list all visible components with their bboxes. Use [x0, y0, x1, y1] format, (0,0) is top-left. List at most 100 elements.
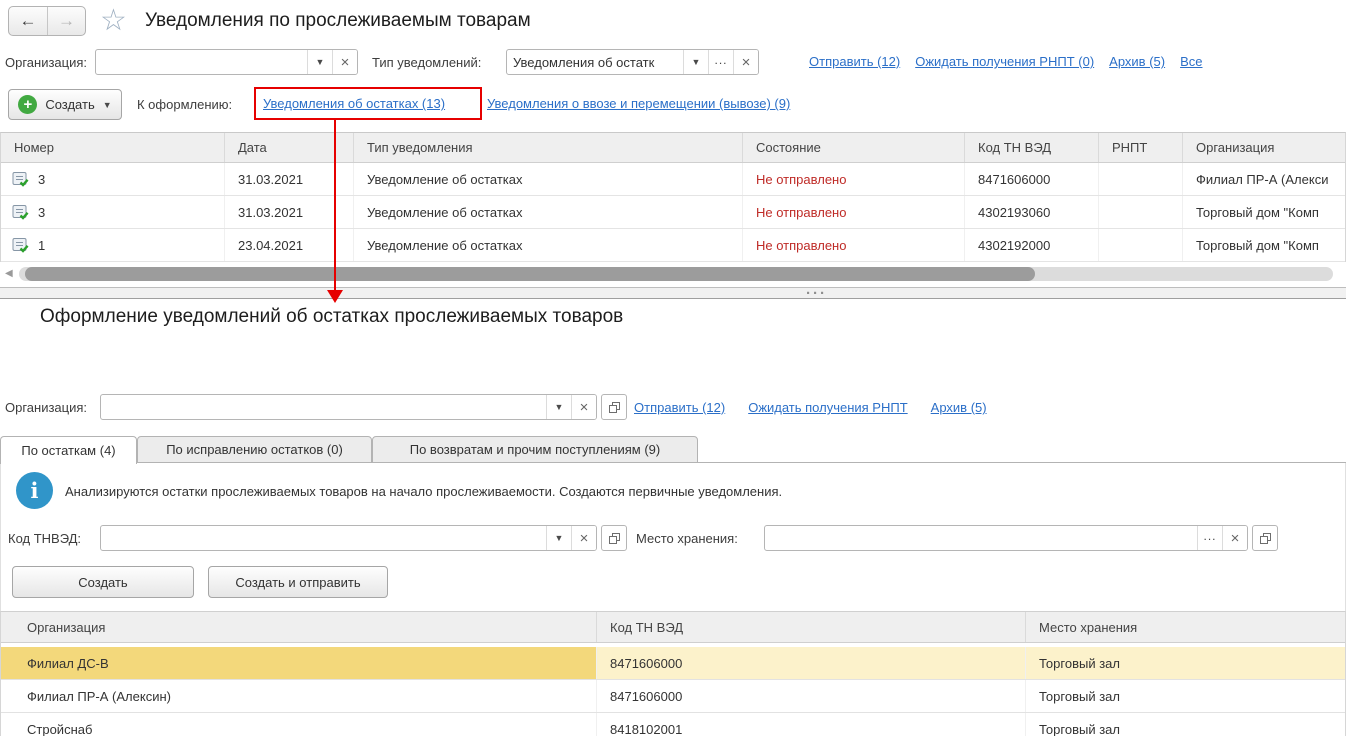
- annotation-arrow-line: [334, 120, 336, 290]
- clear-icon[interactable]: ×: [571, 395, 596, 419]
- table-row-selected[interactable]: Филиал ДС-В 8471606000 Торговый зал: [1, 647, 1345, 680]
- clear-icon[interactable]: ×: [571, 526, 596, 550]
- open-icon: [608, 532, 620, 544]
- cell-date: 31.03.2021: [225, 163, 354, 195]
- clear-icon[interactable]: ×: [1222, 526, 1247, 550]
- cell-type: Уведомление об остатках: [354, 229, 743, 261]
- favorite-star-icon[interactable]: ☆: [100, 4, 127, 37]
- link-send-2[interactable]: Отправить (12): [634, 400, 726, 415]
- open-button[interactable]: [601, 525, 627, 551]
- page-title-2: Оформление уведомлений об остатках просл…: [40, 306, 624, 327]
- table-row[interactable]: 1 23.04.2021 Уведомление об остатках Не …: [1, 229, 1345, 262]
- notifications-table: Номер Дата Тип уведомления Состояние Код…: [0, 132, 1346, 262]
- open-icon: [608, 401, 620, 413]
- tab-returns[interactable]: По возвратам и прочим поступлениям (9): [372, 436, 698, 463]
- org-filter-combobox[interactable]: ▼ ×: [95, 49, 358, 75]
- cell-rnpt: [1099, 196, 1183, 228]
- link-balance-notifications[interactable]: Уведомления об остатках (13): [263, 96, 446, 111]
- column-header-state[interactable]: Состояние: [743, 133, 965, 162]
- forward-button[interactable]: →: [47, 7, 85, 35]
- column-header-code[interactable]: Код ТН ВЭД: [965, 133, 1099, 162]
- cell-code: 8471606000: [597, 680, 1026, 712]
- org-value-2: [101, 395, 546, 419]
- button-label: Создать: [78, 574, 128, 590]
- column-header-rnpt[interactable]: РНПТ: [1099, 133, 1183, 162]
- link-import-notifications[interactable]: Уведомления о ввозе и перемещении (вывоз…: [487, 96, 791, 111]
- cell-org: Филиал ДС-В: [1, 647, 597, 679]
- tab-label: По остаткам (4): [21, 443, 116, 458]
- open-button[interactable]: [1252, 525, 1278, 551]
- tab-label: По исправлению остатков (0): [166, 442, 343, 457]
- column-header-date[interactable]: Дата: [225, 133, 354, 162]
- row-number: 3: [38, 171, 46, 187]
- page-title: Уведомления по прослеживаемым товарам: [145, 10, 531, 31]
- dropdown-arrow-icon[interactable]: ▼: [307, 50, 332, 74]
- tab-balances[interactable]: По остаткам (4): [0, 436, 137, 464]
- storage-field[interactable]: ... ×: [764, 525, 1248, 551]
- tnved-value: [101, 526, 546, 550]
- ellipsis-button[interactable]: ...: [1197, 526, 1222, 550]
- open-icon: [1259, 532, 1271, 544]
- org-label-2: Организация:: [5, 400, 88, 415]
- tnved-combobox[interactable]: ▼ ×: [100, 525, 597, 551]
- dropdown-arrow-icon[interactable]: ▼: [546, 526, 571, 550]
- open-button[interactable]: [601, 394, 627, 420]
- cell-rnpt: [1099, 163, 1183, 195]
- dropdown-arrow-icon[interactable]: ▼: [683, 50, 708, 74]
- dropdown-arrow-icon[interactable]: ▼: [546, 395, 571, 419]
- caret-down-icon: ▼: [102, 99, 112, 110]
- scroll-left-icon[interactable]: ◀: [5, 268, 13, 279]
- create-and-send-button[interactable]: Создать и отправить: [208, 566, 388, 598]
- window-splitter[interactable]: ···: [0, 285, 1346, 302]
- create-button[interactable]: + Создать ▼: [8, 89, 122, 120]
- button-label: Создать и отправить: [235, 574, 361, 590]
- scrollbar-thumb[interactable]: [25, 267, 1035, 281]
- link-send[interactable]: Отправить (12): [809, 54, 901, 69]
- clear-icon[interactable]: ×: [733, 50, 758, 74]
- cell-state: Не отправлено: [743, 196, 965, 228]
- cell-org: Торговый дом "Комп: [1196, 204, 1319, 220]
- table-header-row: Номер Дата Тип уведомления Состояние Код…: [1, 133, 1345, 163]
- arrow-right-icon: →: [58, 11, 75, 30]
- back-button[interactable]: ←: [9, 7, 47, 35]
- column-header-place[interactable]: Место хранения: [1039, 619, 1138, 635]
- cell-type: Уведомление об остатках: [354, 163, 743, 195]
- link-all[interactable]: Все: [1180, 54, 1203, 69]
- cell-code: 4302193060: [965, 196, 1099, 228]
- filter-links: Отправить (12) Ожидать получения РНПТ (0…: [809, 54, 1203, 69]
- column-header-code[interactable]: Код ТН ВЭД: [597, 612, 1026, 642]
- document-check-icon: [12, 204, 29, 220]
- info-text: Анализируются остатки прослеживаемых тов…: [65, 484, 783, 499]
- link-wait-rnpt[interactable]: Ожидать получения РНПТ (0): [915, 54, 1095, 69]
- tnved-label: Код ТНВЭД:: [8, 531, 82, 546]
- clear-icon[interactable]: ×: [332, 50, 357, 74]
- cell-code: 8418102001: [597, 713, 1026, 736]
- storage-label: Место хранения:: [636, 531, 738, 546]
- link-archive[interactable]: Архив (5): [1109, 54, 1166, 69]
- org-combobox-2[interactable]: ▼ ×: [100, 394, 597, 420]
- create-button-2[interactable]: Создать: [12, 566, 194, 598]
- info-icon: i: [16, 472, 53, 509]
- cell-date: 23.04.2021: [225, 229, 354, 261]
- ellipsis-button[interactable]: ...: [708, 50, 733, 74]
- column-header-org[interactable]: Организация: [1, 612, 597, 642]
- table-row[interactable]: 3 31.03.2021 Уведомление об остатках Не …: [1, 163, 1345, 196]
- table-row[interactable]: Филиал ПР-А (Алексин) 8471606000 Торговы…: [1, 680, 1345, 713]
- type-filter-combobox[interactable]: Уведомления об остатк ▼ ... ×: [506, 49, 759, 75]
- org-filter-value: [96, 50, 307, 74]
- column-header-number[interactable]: Номер: [1, 133, 225, 162]
- table-row[interactable]: 3 31.03.2021 Уведомление об остатках Не …: [1, 196, 1345, 229]
- cell-number: 1: [1, 229, 225, 261]
- column-header-type[interactable]: Тип уведомления: [354, 133, 743, 162]
- column-header-org[interactable]: Организация: [1196, 140, 1275, 155]
- table-header-row: Организация Код ТН ВЭД Место хранения: [1, 612, 1345, 643]
- link-archive-2[interactable]: Архив (5): [930, 400, 987, 415]
- tab-corrections[interactable]: По исправлению остатков (0): [137, 436, 372, 463]
- create-button-label: Создать: [45, 97, 95, 112]
- link-wait-rnpt-2[interactable]: Ожидать получения РНПТ: [748, 400, 908, 415]
- cell-org: Филиал ПР-А (Алекси: [1196, 171, 1329, 187]
- table-row[interactable]: Стройснаб 8418102001 Торговый зал: [1, 713, 1345, 736]
- plus-icon: +: [18, 95, 38, 114]
- to-register-label: К оформлению:: [137, 97, 233, 112]
